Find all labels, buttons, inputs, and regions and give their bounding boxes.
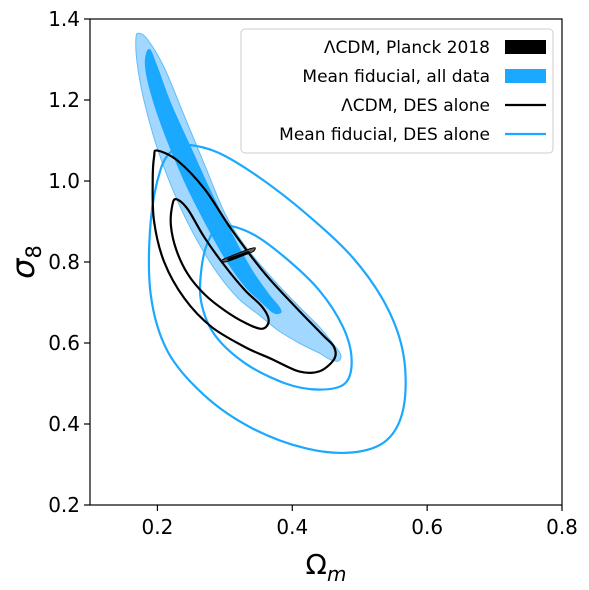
contour-cdm-des-alone-inner (169, 198, 270, 330)
legend-label: Mean fiducial, all data (302, 67, 490, 87)
legend-item-mean-fiducial-des-alone: Mean fiducial, DES alone (279, 125, 546, 145)
contour-mean-fiducial-des-alone-outer (147, 143, 407, 454)
x-tick-label: 0.8 (546, 515, 578, 539)
contour-mean-fiducial-all-data-inner (144, 48, 282, 315)
contour-cdm-planck-2018-inner (227, 251, 251, 261)
legend-swatch (505, 40, 546, 54)
legend-label: ΛCDM, DES alone (341, 96, 490, 116)
contour-mean-fiducial-des-alone-inner (198, 224, 353, 391)
x-tick-label: 0.2 (142, 515, 174, 539)
legend-label: ΛCDM, Planck 2018 (324, 38, 490, 58)
y-tick-label: 0.4 (48, 412, 80, 436)
contour-cdm-des-alone-outer (151, 149, 337, 374)
series-cdm-planck-2018 (221, 247, 256, 263)
y-axis-label: σ8 (4, 245, 46, 279)
y-tick-label: 0.6 (48, 331, 80, 355)
legend-swatch (505, 69, 546, 83)
y-tick-label: 0.2 (48, 493, 80, 517)
legend: ΛCDM, Planck 2018 Mean fiducial, all data… (240, 28, 554, 154)
y-tick-label: 1.0 (48, 169, 80, 193)
x-axis-label: Ωm (306, 548, 347, 586)
y-axis-ticks: 0.2 0.4 0.6 0.8 1.0 1.2 1.4 (48, 7, 90, 517)
legend-box (240, 28, 554, 154)
y-tick-label: 1.4 (48, 7, 80, 31)
x-tick-label: 0.4 (276, 515, 308, 539)
series-cdm-des-alone (151, 149, 337, 374)
y-tick-label: 0.8 (48, 250, 80, 274)
x-axis-ticks: 0.2 0.4 0.6 0.8 (142, 505, 578, 539)
legend-item-mean-fiducial-all-data: Mean fiducial, all data (302, 67, 546, 87)
y-tick-label: 1.2 (48, 88, 80, 112)
legend-item-cdm-des-alone: ΛCDM, DES alone (341, 96, 546, 116)
y-axis-label-subscript: 8 (22, 245, 46, 258)
legend-item-cdm-planck-2018: ΛCDM, Planck 2018 (324, 38, 546, 58)
series-mean-fiducial-des-alone (147, 143, 407, 454)
x-axis-label-subscript: m (327, 562, 346, 586)
x-tick-label: 0.6 (411, 515, 443, 539)
legend-label: Mean fiducial, DES alone (279, 125, 490, 145)
contour-layer (135, 32, 407, 454)
